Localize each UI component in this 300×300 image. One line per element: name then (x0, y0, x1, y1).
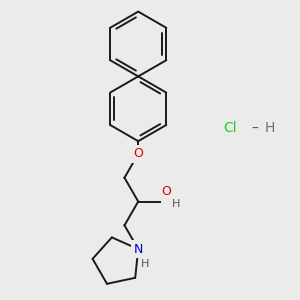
Text: O: O (133, 147, 143, 161)
Text: Cl: Cl (224, 122, 237, 135)
Text: N: N (134, 243, 143, 256)
Text: H: H (265, 122, 275, 135)
Text: H: H (141, 259, 149, 269)
Text: H: H (172, 200, 180, 209)
Text: O: O (161, 184, 171, 198)
Text: –: – (252, 122, 259, 135)
